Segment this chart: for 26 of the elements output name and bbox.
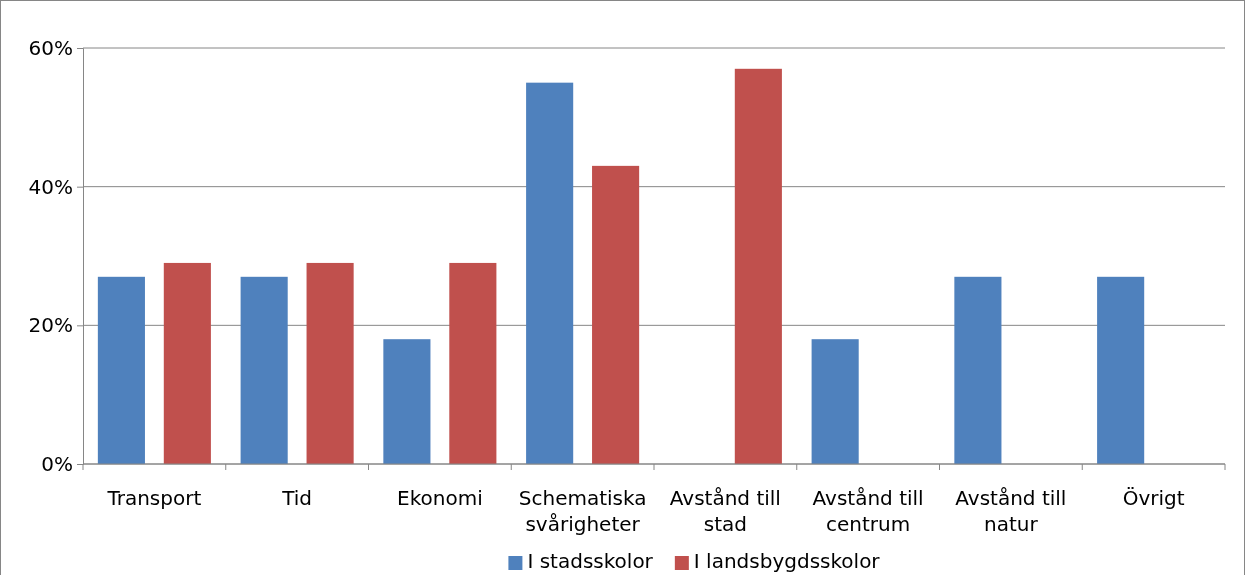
bar	[306, 262, 354, 464]
y-tick-label: 0%	[41, 451, 73, 476]
x-tick-label: Transport	[106, 486, 202, 510]
y-tick-label: 20%	[28, 313, 73, 338]
bar	[734, 68, 782, 464]
x-tick-label: Schematiska svårigheter	[518, 486, 647, 536]
bar	[811, 339, 859, 464]
bar	[954, 276, 1002, 464]
x-tick-label: Ekonomi	[397, 486, 483, 510]
x-tick-label: Avstånd till centrum	[812, 486, 924, 536]
bar	[240, 276, 288, 464]
bar	[163, 262, 211, 464]
x-tick-label: Avstånd till natur	[955, 486, 1067, 536]
bar	[97, 276, 145, 464]
bar	[1097, 276, 1145, 464]
bar	[449, 262, 497, 464]
bar	[526, 82, 574, 464]
y-tick-label: 40%	[28, 174, 73, 199]
x-tick-label: Tid	[281, 486, 313, 510]
x-tick-label: Övrigt	[1122, 486, 1185, 510]
x-tick-label: Avstånd till stad	[669, 486, 781, 536]
legend-label: I landsbygdsskolor	[693, 549, 881, 573]
legend-label: I stadsskolor	[527, 549, 654, 573]
bar	[592, 165, 640, 464]
y-tick-label: 60%	[28, 35, 73, 60]
bar	[383, 339, 431, 464]
